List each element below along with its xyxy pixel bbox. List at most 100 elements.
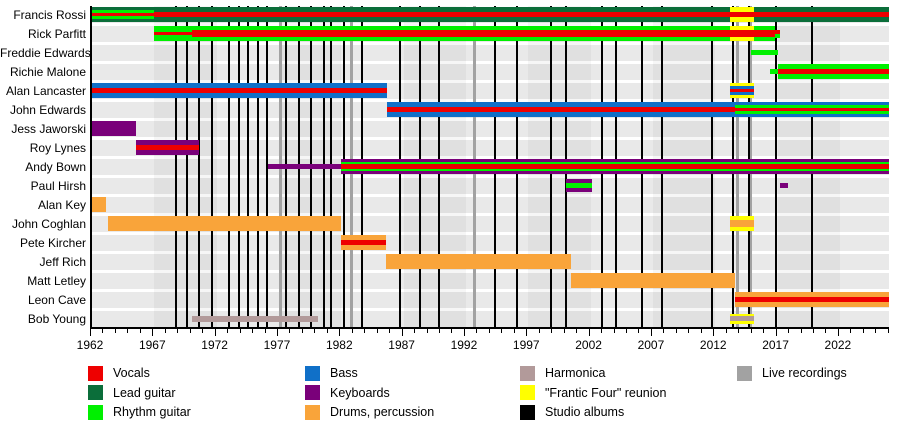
role-stripe-lg [92,19,155,22]
axis-minor-tick [825,329,827,333]
member-label: Francis Rossi [13,7,86,22]
axis-minor-tick [114,329,116,333]
role-stripe-r [191,30,731,37]
role-stripe-b [735,102,889,106]
role-stripe-r [775,29,781,34]
member-bar-segment [341,235,387,251]
role-stripe-r [92,88,388,93]
axis-minor-tick [364,329,366,333]
axis-minor-tick [750,329,752,333]
role-stripe-k [135,140,200,146]
member-bar-segment [735,292,889,308]
role-stripe-hm [191,315,318,322]
axis-minor-tick [513,329,515,333]
legend-item: Harmonica [520,365,605,381]
member-label: Alan Key [37,197,86,212]
axis-minor-tick [177,329,179,333]
axis-minor-tick [812,329,814,333]
row-band [92,139,889,156]
legend-label: Harmonica [545,366,606,380]
role-stripe-r [735,107,889,112]
role-stripe-b [735,113,889,117]
axis-minor-tick [389,329,391,333]
role-stripe-r [154,32,192,35]
legend-label: Bass [330,366,358,380]
axis-minor-tick [613,329,615,333]
role-stripe-b [92,83,388,89]
legend-swatch [88,365,103,381]
role-stripe-r [92,12,155,17]
legend-item: Studio albums [520,404,624,420]
axis-minor-tick [351,329,353,333]
legend-item: Lead guitar [88,385,176,401]
axis-tick-label: 2017 [762,338,789,352]
member-bar-segment [735,102,889,117]
role-stripe-lg [753,7,889,13]
axis-minor-tick [189,329,191,333]
axis-tick-label: 1982 [325,338,353,352]
legend-swatch [305,365,320,381]
role-stripe-r [753,30,776,37]
role-stripe-y [730,216,754,221]
axis-major-tick [401,329,403,336]
studio-album-line [256,6,259,327]
legend-swatch [520,365,535,381]
member-label: Bob Young [27,311,86,326]
axis-tick-label: 2002 [575,338,602,352]
axis-major-tick [713,329,715,336]
member-label: Pete Kircher [19,235,86,250]
axis-minor-tick [887,329,889,333]
axis-minor-tick [576,329,578,333]
axis-minor-tick [688,329,690,333]
legend-swatch [305,404,320,420]
member-label: Leon Cave [27,292,86,307]
axis-minor-tick [426,329,428,333]
legend-item: Live recordings [737,365,847,381]
member-bar-segment [386,254,571,269]
role-stripe-lg [92,7,155,10]
member-labels-column: Francis Rossi Rick Parfitt Freddie Edwards… [0,0,91,340]
axis-tick-label: 2012 [699,338,727,352]
role-stripe-b [730,85,754,89]
member-bar-segment [135,140,200,155]
axis-minor-tick [738,329,740,333]
role-stripe-r [735,297,889,302]
axis-minor-tick [139,329,141,333]
role-stripe-r [730,12,754,17]
role-stripe-rg [154,26,192,32]
axis-tick-label: 1977 [263,338,291,352]
role-stripe-rg [751,50,778,55]
legend-label: Live recordings [762,366,847,380]
role-stripe-d [735,301,889,308]
member-bar-segment [730,26,754,41]
axis-minor-tick [301,329,303,333]
legend-swatch [305,385,320,400]
role-stripe-r [154,12,731,17]
member-bar-segment [341,159,889,175]
axis-major-tick [650,329,652,336]
member-bar-segment [777,64,889,80]
member-label: Jess Jaworski [11,121,86,136]
axis-minor-tick [538,329,540,333]
legend-item: Drums, percussion [305,404,434,420]
role-stripe-rg [92,16,155,20]
member-label: John Edwards [9,102,86,117]
axis-minor-tick [675,329,677,333]
axis-minor-tick [875,329,877,333]
legend-item: "Frantic Four" reunion [520,385,666,401]
legend-swatch [88,404,103,420]
role-stripe-rg [191,36,731,41]
member-label: Richie Malone [9,64,86,79]
studio-album-line [265,6,268,327]
axis-tick-label: 1987 [388,338,415,352]
role-stripe-hm [730,316,754,321]
axis-minor-tick [414,329,416,333]
axis-tick-label: 2022 [824,338,852,352]
axis-minor-tick [252,329,254,333]
member-bar-segment [730,313,754,324]
role-stripe-d [92,197,106,212]
legend-swatch [737,365,752,381]
role-stripe-b [387,111,736,117]
role-stripe-lg [154,7,731,13]
